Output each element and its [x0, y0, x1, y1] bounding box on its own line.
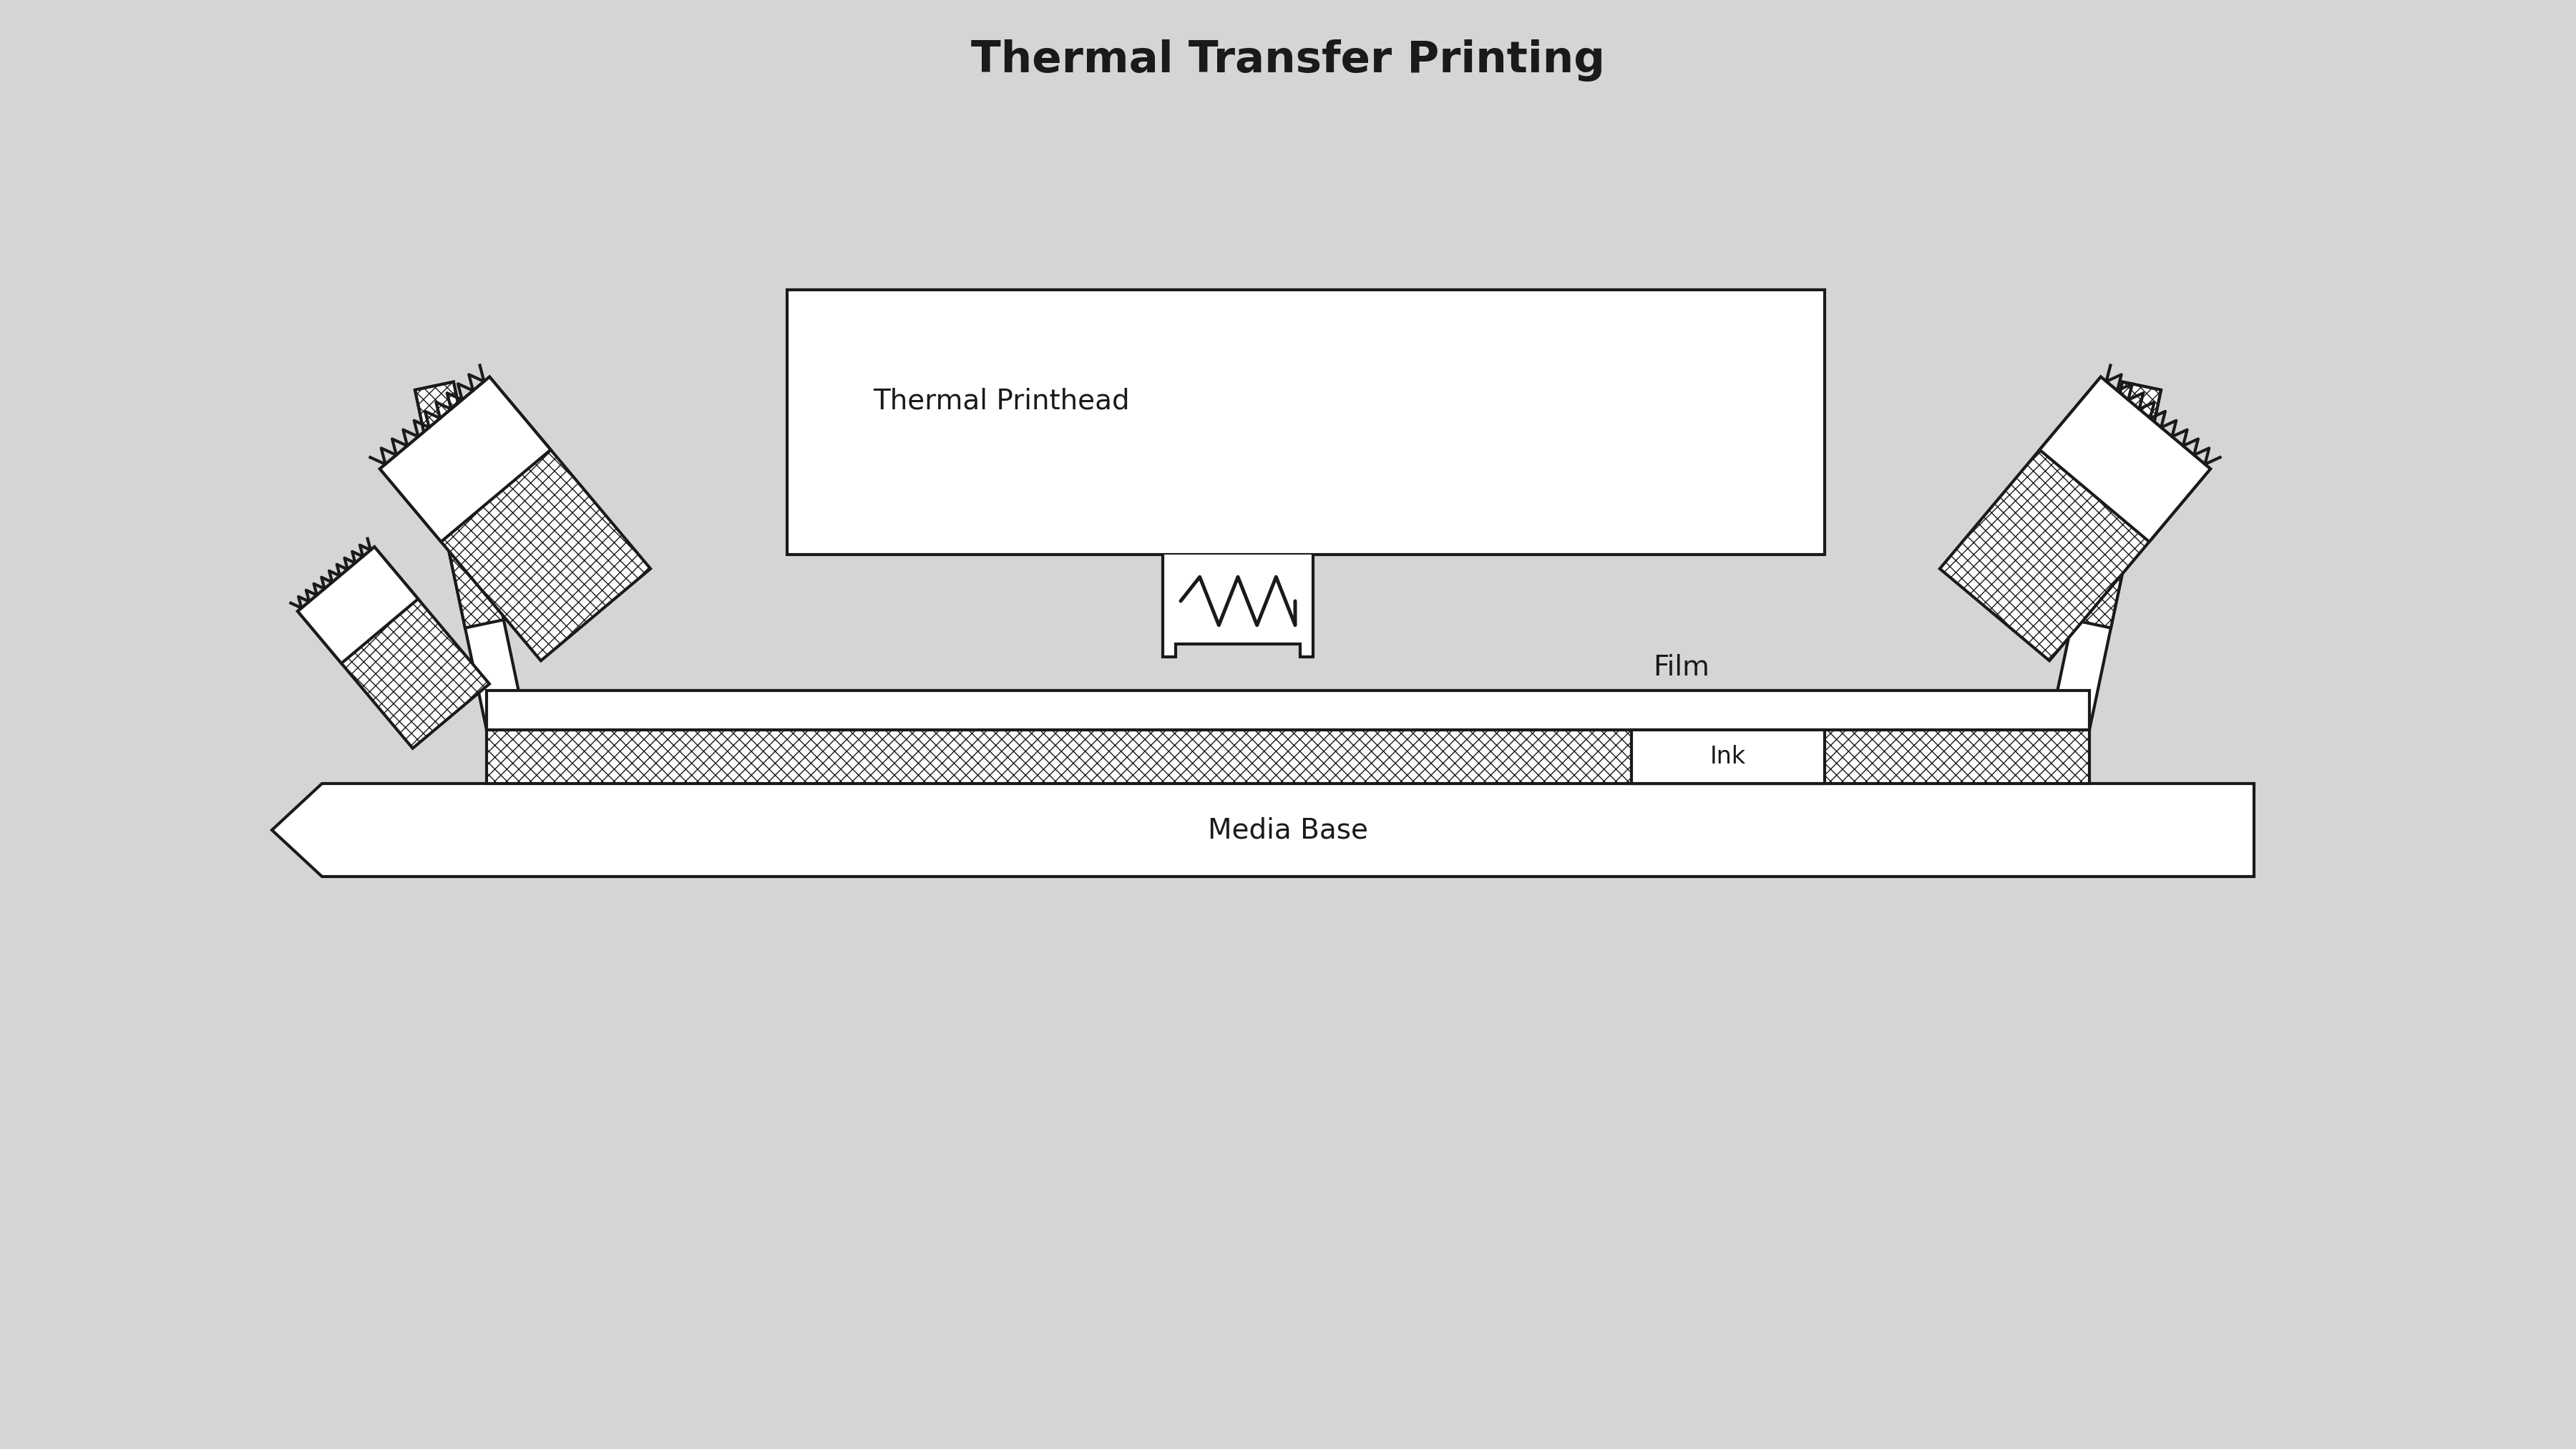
- Bar: [487, 730, 2089, 784]
- Bar: [1631, 730, 1824, 784]
- Text: Thermal Transfer Printing: Thermal Transfer Printing: [971, 39, 1605, 81]
- Polygon shape: [2050, 383, 2161, 730]
- Polygon shape: [379, 377, 652, 661]
- Text: Film: Film: [1654, 655, 1710, 681]
- Polygon shape: [273, 784, 2254, 877]
- Bar: [788, 290, 1824, 555]
- Bar: [487, 691, 2089, 730]
- Polygon shape: [2040, 377, 2210, 542]
- Text: Ink: Ink: [1710, 745, 1747, 768]
- Polygon shape: [1940, 377, 2210, 661]
- Polygon shape: [299, 546, 417, 664]
- Polygon shape: [415, 383, 505, 627]
- Text: Media Base: Media Base: [1208, 816, 1368, 843]
- Polygon shape: [299, 546, 489, 748]
- Polygon shape: [379, 377, 551, 542]
- Text: Thermal Printhead: Thermal Printhead: [873, 387, 1131, 414]
- PathPatch shape: [1162, 555, 1314, 656]
- Polygon shape: [2071, 383, 2161, 627]
- Polygon shape: [415, 383, 526, 730]
